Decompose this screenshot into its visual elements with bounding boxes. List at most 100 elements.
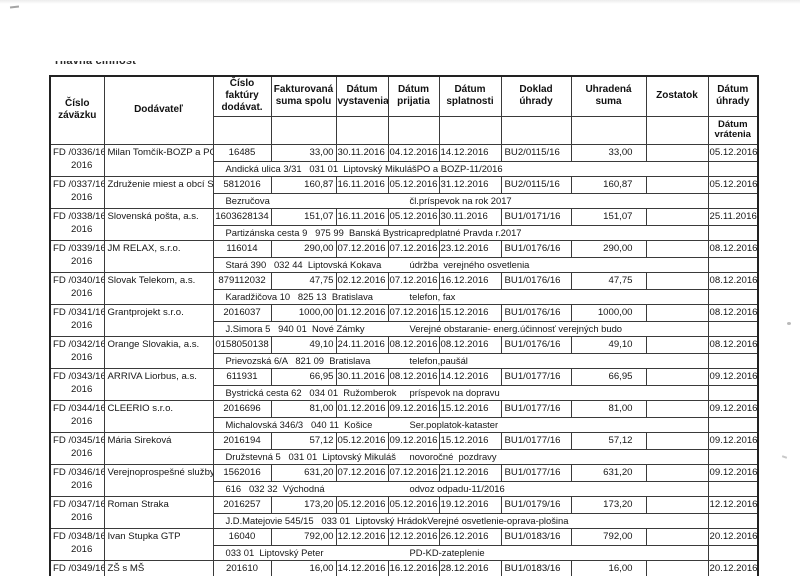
cell-date-paid: 25.11.2016: [707, 207, 759, 226]
cell-invoiced-amount: 49,10: [270, 335, 337, 354]
cell-date-received: 07.12.2016: [387, 303, 440, 322]
cell-date-due: 28.12.2016: [438, 559, 502, 576]
cell-date-issued: 05.12.2016: [335, 431, 389, 450]
header-empty: [270, 115, 337, 145]
zavazok-year: 2016: [71, 319, 93, 331]
cell-date-due: 14.12.2016: [438, 143, 502, 162]
cell-paid-amount: 16,00: [570, 559, 647, 576]
cell-payment-doc: BU1/0179/16: [500, 495, 572, 514]
table-row-main: FD /0346/16 2016 Verejnoprospešné služby…: [49, 463, 759, 497]
cell-return-empty: [707, 160, 759, 177]
invoice-description: PD-KD-zateplenie: [409, 546, 485, 558]
cell-date-received: 09.12.2016: [387, 399, 440, 418]
cell-date-paid: 09.12.2016: [707, 399, 759, 418]
page-top-label-clipped: Hlavná činnosť: [55, 61, 215, 68]
cell-invoiced-amount: 66,95: [270, 367, 337, 386]
cell-date-received: 16.12.2016: [387, 559, 440, 576]
cell-zavazok-id: FD /0340/16 2016: [49, 271, 105, 305]
zavazok-number: FD /0342/16: [53, 338, 104, 350]
cell-invoiced-amount: 792,00: [270, 527, 337, 546]
cell-date-paid: 12.12.2016: [707, 495, 759, 514]
header-datum-prijatia: Dátum prijatia: [387, 75, 440, 117]
cell-date-due: 30.11.2016: [438, 207, 502, 226]
header-cislo-zavazku: Číslo záväzku: [49, 75, 105, 145]
cell-date-received: 05.12.2016: [387, 175, 440, 194]
cell-return-empty: [707, 512, 759, 529]
cell-date-received: 04.12.2016: [387, 143, 440, 162]
supplier-address: Prievozská 6/A 821 09 Bratislava: [225, 354, 371, 366]
cell-paid-amount: 173,20: [570, 495, 647, 514]
cell-zavazok-id: FD /0342/16 2016: [49, 335, 105, 369]
cell-date-due: 21.12.2016: [438, 463, 502, 482]
invoice-description: telefon,paušál: [409, 354, 468, 366]
cell-date-received: 07.12.2016: [387, 463, 440, 482]
cell-invoice-number: 611931: [212, 367, 272, 386]
cell-balance: [645, 367, 709, 386]
cell-address-description: Karadžičova 10 825 13 Bratislava telefon…: [212, 288, 709, 305]
cell-date-paid: 05.12.2016: [707, 143, 759, 162]
cell-date-due: 15.12.2016: [438, 303, 502, 322]
cell-balance: [645, 335, 709, 354]
scan-speck: [9, 5, 20, 9]
zavazok-number: FD /0348/16: [53, 530, 104, 542]
cell-invoiced-amount: 631,20: [270, 463, 337, 482]
cell-date-issued: 12.12.2016: [335, 527, 389, 546]
cell-supplier: Slovenská pošta, a.s.: [103, 207, 214, 241]
cell-zavazok-id: FD /0346/16 2016: [49, 463, 105, 497]
cell-balance: [645, 399, 709, 418]
zavazok-year: 2016: [71, 159, 93, 171]
invoice-description: novoročné pozdravy: [409, 450, 497, 462]
zavazok-number: FD /0339/16: [53, 242, 104, 254]
cell-payment-doc: BU1/0177/16: [500, 431, 572, 450]
invoice-description: telefon, fax: [409, 290, 456, 302]
cell-supplier: CLEERIO s.r.o.: [103, 399, 214, 433]
header-datum-splatnosti: Dátum splatnosti: [438, 75, 502, 117]
zavazok-number: FD /0337/16: [53, 178, 104, 190]
cell-address-description: Družstevná 5 031 01 Liptovský Mikuláš no…: [212, 448, 709, 465]
cell-zavazok-id: FD /0338/16 2016: [49, 207, 105, 241]
cell-payment-doc: BU1/0177/16: [500, 463, 572, 482]
cell-payment-doc: BU1/0177/16: [500, 399, 572, 418]
cell-invoiced-amount: 151,07: [270, 207, 337, 226]
cell-paid-amount: 151,07: [570, 207, 647, 226]
cell-invoice-number: 2016037: [212, 303, 272, 322]
cell-supplier: Mária Sireková: [103, 431, 214, 465]
cell-supplier: ARRIVA Liorbus, a.s.: [103, 367, 214, 401]
zavazok-year: 2016: [71, 191, 93, 203]
header-uhradena-suma: Uhradená suma: [570, 75, 647, 117]
cell-date-issued: 16.11.2016: [335, 207, 389, 226]
zavazok-number: FD /0340/16: [53, 274, 104, 286]
cell-zavazok-id: FD /0344/16 2016: [49, 399, 105, 433]
cell-payment-doc: BU1/0171/16: [500, 207, 572, 226]
table-row-main: FD /0345/16 2016 Mária Sireková 2016194 …: [49, 431, 759, 465]
cell-supplier: Slovak Telekom, a.s.: [103, 271, 214, 305]
cell-return-empty: [707, 544, 759, 561]
cell-date-issued: 16.11.2016: [335, 175, 389, 194]
scan-edge-shade: [0, 0, 800, 4]
table-row-main: FD /0340/16 2016 Slovak Telekom, a.s. 87…: [49, 271, 759, 305]
zavazok-year: 2016: [71, 479, 93, 491]
table-row-main: FD /0337/16 2016 Združenie miest a obcí …: [49, 175, 759, 209]
zavazok-year: 2016: [71, 287, 93, 299]
cell-date-received: 12.12.2016: [387, 527, 440, 546]
cell-address-description: Stará 390 032 44 Liptovská Kokava údržba…: [212, 256, 709, 273]
zavazok-year: 2016: [71, 415, 93, 427]
cell-date-paid: 08.12.2016: [707, 271, 759, 290]
cell-date-due: 26.12.2016: [438, 527, 502, 546]
invoice-description: predplatné Pravda r.2017: [416, 226, 522, 238]
table-row-detail: Prievozská 6/A 821 09 Bratislava telefon…: [50, 352, 759, 369]
supplier-address: Andická ulica 3/31 031 01 Liptovský Miku…: [225, 162, 417, 174]
cell-invoice-number: 5812016: [212, 175, 272, 194]
cell-payment-doc: BU2/0115/16: [500, 175, 572, 194]
cell-date-issued: 02.12.2016: [335, 271, 389, 290]
cell-date-due: 16.12.2016: [438, 271, 502, 290]
cell-date-issued: 30.11.2016: [335, 143, 389, 162]
cell-date-paid: 20.12.2016: [707, 527, 759, 546]
cell-date-issued: 14.12.2016: [335, 559, 389, 576]
invoice-description: PO a BOZP-11/2016: [416, 162, 503, 174]
cell-payment-doc: BU1/0176/16: [500, 303, 572, 322]
cell-date-issued: 01.12.2016: [335, 399, 389, 418]
cell-date-due: 15.12.2016: [438, 399, 502, 418]
cell-return-empty: [707, 448, 759, 465]
cell-invoiced-amount: 160,87: [270, 175, 337, 194]
